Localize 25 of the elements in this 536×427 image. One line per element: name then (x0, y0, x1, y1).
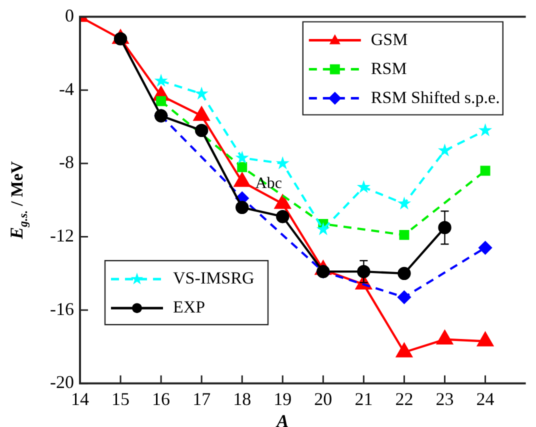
legend-label: RSM (370, 58, 407, 78)
y-tick-label: 0 (65, 6, 74, 26)
legend-label: GSM (370, 30, 408, 49)
x-tick-label: 19 (274, 388, 292, 409)
x-tick-label: 24 (476, 388, 494, 409)
x-axis-title: A (276, 411, 289, 427)
y-tick-label: -4 (59, 78, 74, 99)
y-tick-label: -12 (50, 225, 74, 246)
legend-label: RSM Shifted s.p.e. (370, 88, 500, 107)
x-tick-label: 15 (112, 388, 130, 409)
x-tick-label: 14 (71, 388, 89, 409)
annotation: Abc (255, 174, 282, 192)
x-tick-label: 22 (395, 388, 414, 409)
y-tick-label: -16 (50, 298, 74, 319)
x-tick-label: 20 (314, 388, 332, 409)
y-axis-title: Eg.s. / MeV (6, 160, 30, 240)
x-tick-label: 21 (354, 388, 373, 409)
x-tick-label: 16 (152, 388, 170, 409)
x-tick-label: 23 (436, 388, 454, 409)
legend-label: VS-IMSRG (173, 268, 254, 288)
x-tick-label: 17 (192, 388, 211, 409)
legend-label: EXP (173, 298, 206, 317)
y-tick-label: -20 (50, 372, 74, 392)
x-tick-label: 18 (233, 388, 252, 409)
y-tick-label: -8 (59, 152, 74, 172)
